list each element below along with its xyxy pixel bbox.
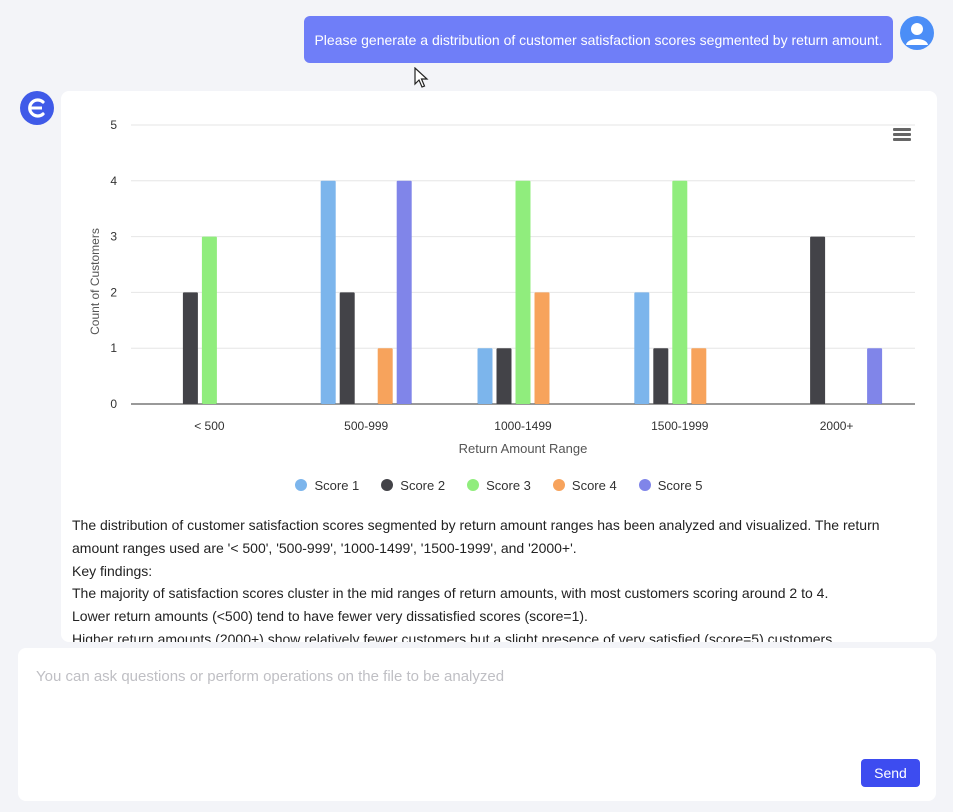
x-axis-title: Return Amount Range bbox=[459, 441, 588, 456]
y-tick-label: 5 bbox=[110, 118, 117, 132]
legend-label: Score 1 bbox=[314, 477, 360, 493]
legend-label: Score 5 bbox=[657, 477, 703, 493]
legend-marker bbox=[552, 479, 565, 491]
y-tick-label: 4 bbox=[110, 174, 117, 188]
hamburger-menu-icon[interactable] bbox=[893, 128, 911, 142]
y-tick-label: 3 bbox=[110, 230, 117, 244]
legend-marker bbox=[381, 479, 394, 491]
legend-item[interactable]: Score 3 bbox=[467, 476, 531, 494]
legend-item[interactable]: Score 2 bbox=[381, 476, 445, 494]
assistant-answer-card: 0 1 2 3 4 5 < 500 500-999 1000-1499 1500-1999 2000… bbox=[61, 91, 937, 642]
bar bbox=[534, 292, 550, 404]
bar bbox=[201, 236, 217, 404]
bar bbox=[396, 180, 412, 404]
summary-paragraph: The distribution of customer satisfactio… bbox=[72, 517, 880, 556]
x-tick-label: < 500 bbox=[194, 419, 225, 433]
bar bbox=[810, 236, 826, 404]
bar bbox=[320, 180, 336, 404]
bar bbox=[477, 348, 493, 404]
legend-label: Score 4 bbox=[571, 477, 617, 493]
bar bbox=[653, 348, 669, 404]
x-tick-label: 500-999 bbox=[344, 419, 388, 433]
bar bbox=[515, 180, 531, 404]
y-tick-label: 0 bbox=[110, 397, 117, 411]
chat-input-panel: Send bbox=[18, 648, 936, 801]
legend-item[interactable]: Score 4 bbox=[552, 476, 617, 494]
y-tick-label: 2 bbox=[110, 285, 117, 299]
legend-marker bbox=[295, 479, 308, 491]
summary-paragraph: Lower return amounts (<500) tend to have… bbox=[72, 608, 588, 625]
bar bbox=[496, 348, 512, 404]
send-button[interactable]: Send bbox=[861, 759, 920, 787]
legend-marker bbox=[467, 479, 480, 491]
x-tick-label: 1500-1999 bbox=[651, 419, 709, 433]
mouse-cursor-icon bbox=[414, 67, 429, 88]
x-tick-label: 2000+ bbox=[820, 419, 854, 433]
legend-item[interactable]: Score 1 bbox=[295, 476, 359, 494]
logo-e-icon bbox=[20, 91, 54, 125]
user-icon[interactable] bbox=[900, 16, 934, 50]
question-input[interactable] bbox=[36, 668, 916, 758]
bar bbox=[339, 292, 355, 404]
legend-label: Score 2 bbox=[400, 477, 446, 493]
user-message-bubble: Please generate a distribution of custom… bbox=[304, 16, 893, 63]
y-tick-label: 1 bbox=[110, 341, 117, 355]
user-message-text: Please generate a distribution of custom… bbox=[314, 31, 883, 48]
chart-legend: Score 1 Score 2 Score 3 Score 4 Score 5 bbox=[61, 476, 937, 494]
summary-paragraph: Key findings: bbox=[72, 562, 153, 579]
legend-item[interactable]: Score 5 bbox=[638, 476, 703, 494]
legend-label: Score 3 bbox=[486, 477, 531, 493]
y-axis-title: Count of Customers bbox=[88, 228, 102, 335]
bar bbox=[672, 180, 688, 404]
bar bbox=[691, 348, 707, 404]
bar-chart: 0 1 2 3 4 5 < 500 500-999 1000-1499 1500-1999 2000… bbox=[88, 118, 915, 456]
analysis-summary: The distribution of customer satisfactio… bbox=[72, 514, 924, 642]
summary-paragraph: The majority of satisfaction scores clus… bbox=[72, 585, 829, 602]
bar bbox=[867, 348, 883, 404]
legend-marker bbox=[638, 479, 651, 491]
summary-paragraph: Higher return amounts (2000+) show relat… bbox=[72, 630, 837, 642]
bar bbox=[182, 292, 198, 404]
bar bbox=[634, 292, 650, 404]
x-tick-label: 1000-1499 bbox=[494, 419, 552, 433]
bar bbox=[377, 348, 393, 404]
